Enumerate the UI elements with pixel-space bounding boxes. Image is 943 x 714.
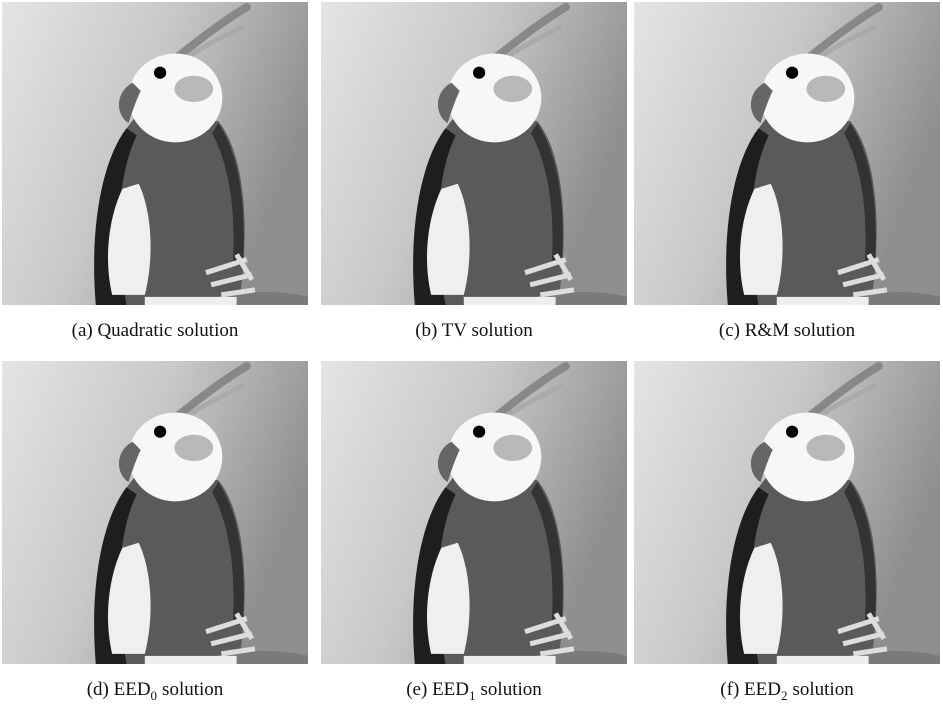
- panel: (f) EED2 solution: [634, 361, 940, 704]
- caption: (c) R&M solution: [634, 320, 940, 342]
- panel: (c) R&M solution: [634, 2, 940, 342]
- caption: (a) Quadratic solution: [2, 320, 308, 342]
- figure: (a) Quadratic solution (b) TV solution (c)…: [0, 0, 943, 714]
- caption-text: (b) TV solution: [415, 320, 533, 341]
- caption-text: (a) Quadratic solution: [72, 320, 239, 341]
- image: [2, 2, 308, 305]
- caption-suffix: solution: [481, 679, 542, 700]
- panel: (b) TV solution: [321, 2, 627, 342]
- image: [321, 2, 627, 305]
- caption-subscript: 0: [151, 688, 158, 703]
- caption-suffix: solution: [792, 679, 853, 700]
- caption-text: (c) R&M solution: [719, 320, 855, 341]
- image: [2, 361, 308, 664]
- caption: (e) EED1 solution: [321, 679, 627, 704]
- caption-subscript: 1: [469, 688, 476, 703]
- caption: (b) TV solution: [321, 320, 627, 342]
- image: [634, 361, 940, 664]
- panel: (d) EED0 solution: [2, 361, 308, 704]
- caption: (d) EED0 solution: [2, 679, 308, 704]
- panel: (a) Quadratic solution: [2, 2, 308, 342]
- caption: (f) EED2 solution: [634, 679, 940, 704]
- caption-text: (f) EED: [720, 679, 781, 700]
- image: [321, 361, 627, 664]
- image: [634, 2, 940, 305]
- caption-text: (e) EED: [406, 679, 469, 700]
- caption-text: (d) EED: [87, 679, 151, 700]
- panel: (e) EED1 solution: [321, 361, 627, 704]
- caption-suffix: solution: [162, 679, 223, 700]
- caption-subscript: 2: [781, 688, 788, 703]
